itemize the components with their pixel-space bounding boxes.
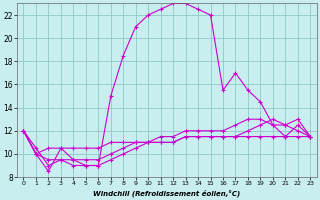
X-axis label: Windchill (Refroidissement éolien,°C): Windchill (Refroidissement éolien,°C) [93,189,241,197]
